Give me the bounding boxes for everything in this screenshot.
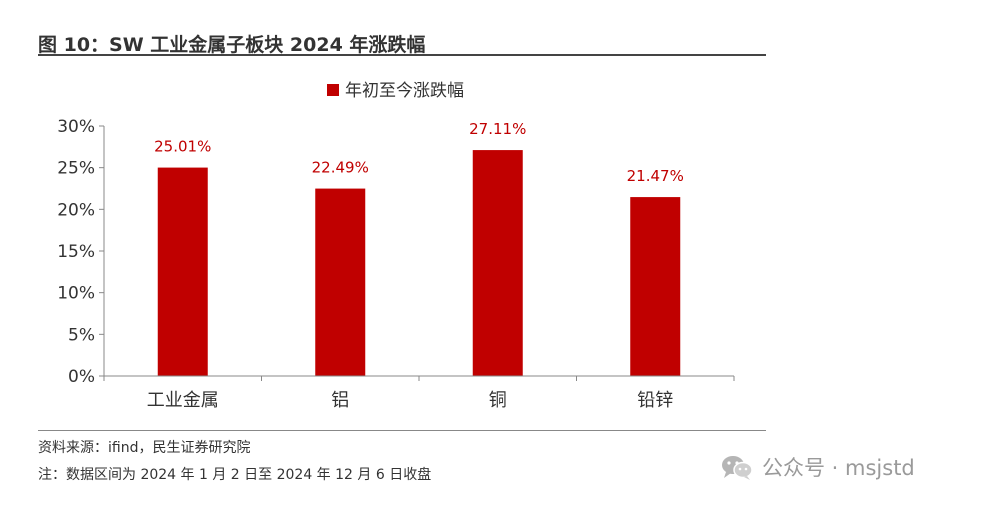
bar bbox=[315, 188, 366, 376]
data-label: 21.47% bbox=[627, 167, 684, 185]
data-label: 22.49% bbox=[312, 159, 369, 177]
y-tick-label: 30% bbox=[57, 117, 95, 137]
title-divider bbox=[38, 54, 766, 56]
x-tick-label: 铅锌 bbox=[637, 390, 673, 411]
bar bbox=[157, 167, 208, 376]
y-tick-label: 20% bbox=[57, 200, 95, 220]
bar-chart: 年初至今涨跌幅 0% 5% 10% 15% 20% 25% 30% 25.01% 22.49%… bbox=[57, 81, 735, 411]
bars: 25.01% 22.49% 27.11% 21.47% bbox=[154, 120, 684, 376]
x-tick-label: 工业金属 bbox=[147, 390, 219, 411]
footer-divider bbox=[38, 430, 766, 431]
watermark: 公众号 · msjstd bbox=[720, 452, 915, 482]
legend-label: 年初至今涨跌幅 bbox=[345, 81, 464, 101]
date-range-note: 注：数据区间为 2024 年 1 月 2 日至 2024 年 12 月 6 日收… bbox=[38, 467, 432, 483]
data-label: 25.01% bbox=[154, 138, 211, 156]
source-note: 资料来源：ifind，民生证券研究院 bbox=[38, 440, 251, 456]
y-tick-label: 25% bbox=[57, 159, 95, 179]
x-axis: 工业金属 铝 铜 铅锌 bbox=[103, 375, 735, 411]
legend: 年初至今涨跌幅 bbox=[327, 81, 464, 101]
chart-title: 图 10：SW 工业金属子板块 2024 年涨跌幅 bbox=[38, 34, 426, 56]
y-tick-label: 5% bbox=[68, 325, 95, 345]
y-tick-label: 10% bbox=[57, 284, 95, 304]
bar bbox=[630, 197, 681, 376]
legend-swatch bbox=[327, 84, 339, 96]
wechat-icon bbox=[720, 453, 754, 481]
data-label: 27.11% bbox=[469, 120, 526, 138]
x-tick-label: 铝 bbox=[331, 390, 349, 411]
watermark-text: 公众号 · msjstd bbox=[762, 456, 915, 480]
y-tick-label: 0% bbox=[68, 367, 95, 387]
y-tick-label: 15% bbox=[57, 242, 95, 262]
bar bbox=[472, 150, 523, 376]
y-axis: 0% 5% 10% 15% 20% 25% 30% bbox=[57, 117, 105, 387]
x-tick-label: 铜 bbox=[489, 390, 507, 411]
